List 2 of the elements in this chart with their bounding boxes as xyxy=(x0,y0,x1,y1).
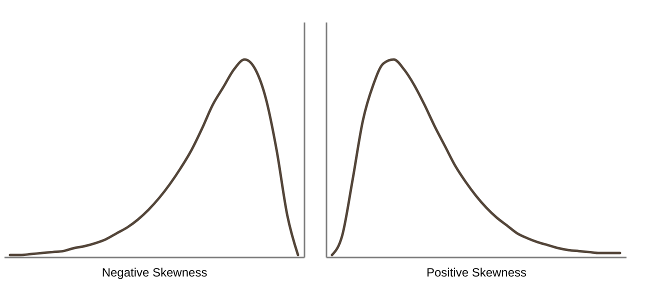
x-axis-title: Negative Skewness xyxy=(102,266,208,280)
x-axis-title: Positive Skewness xyxy=(426,266,527,280)
